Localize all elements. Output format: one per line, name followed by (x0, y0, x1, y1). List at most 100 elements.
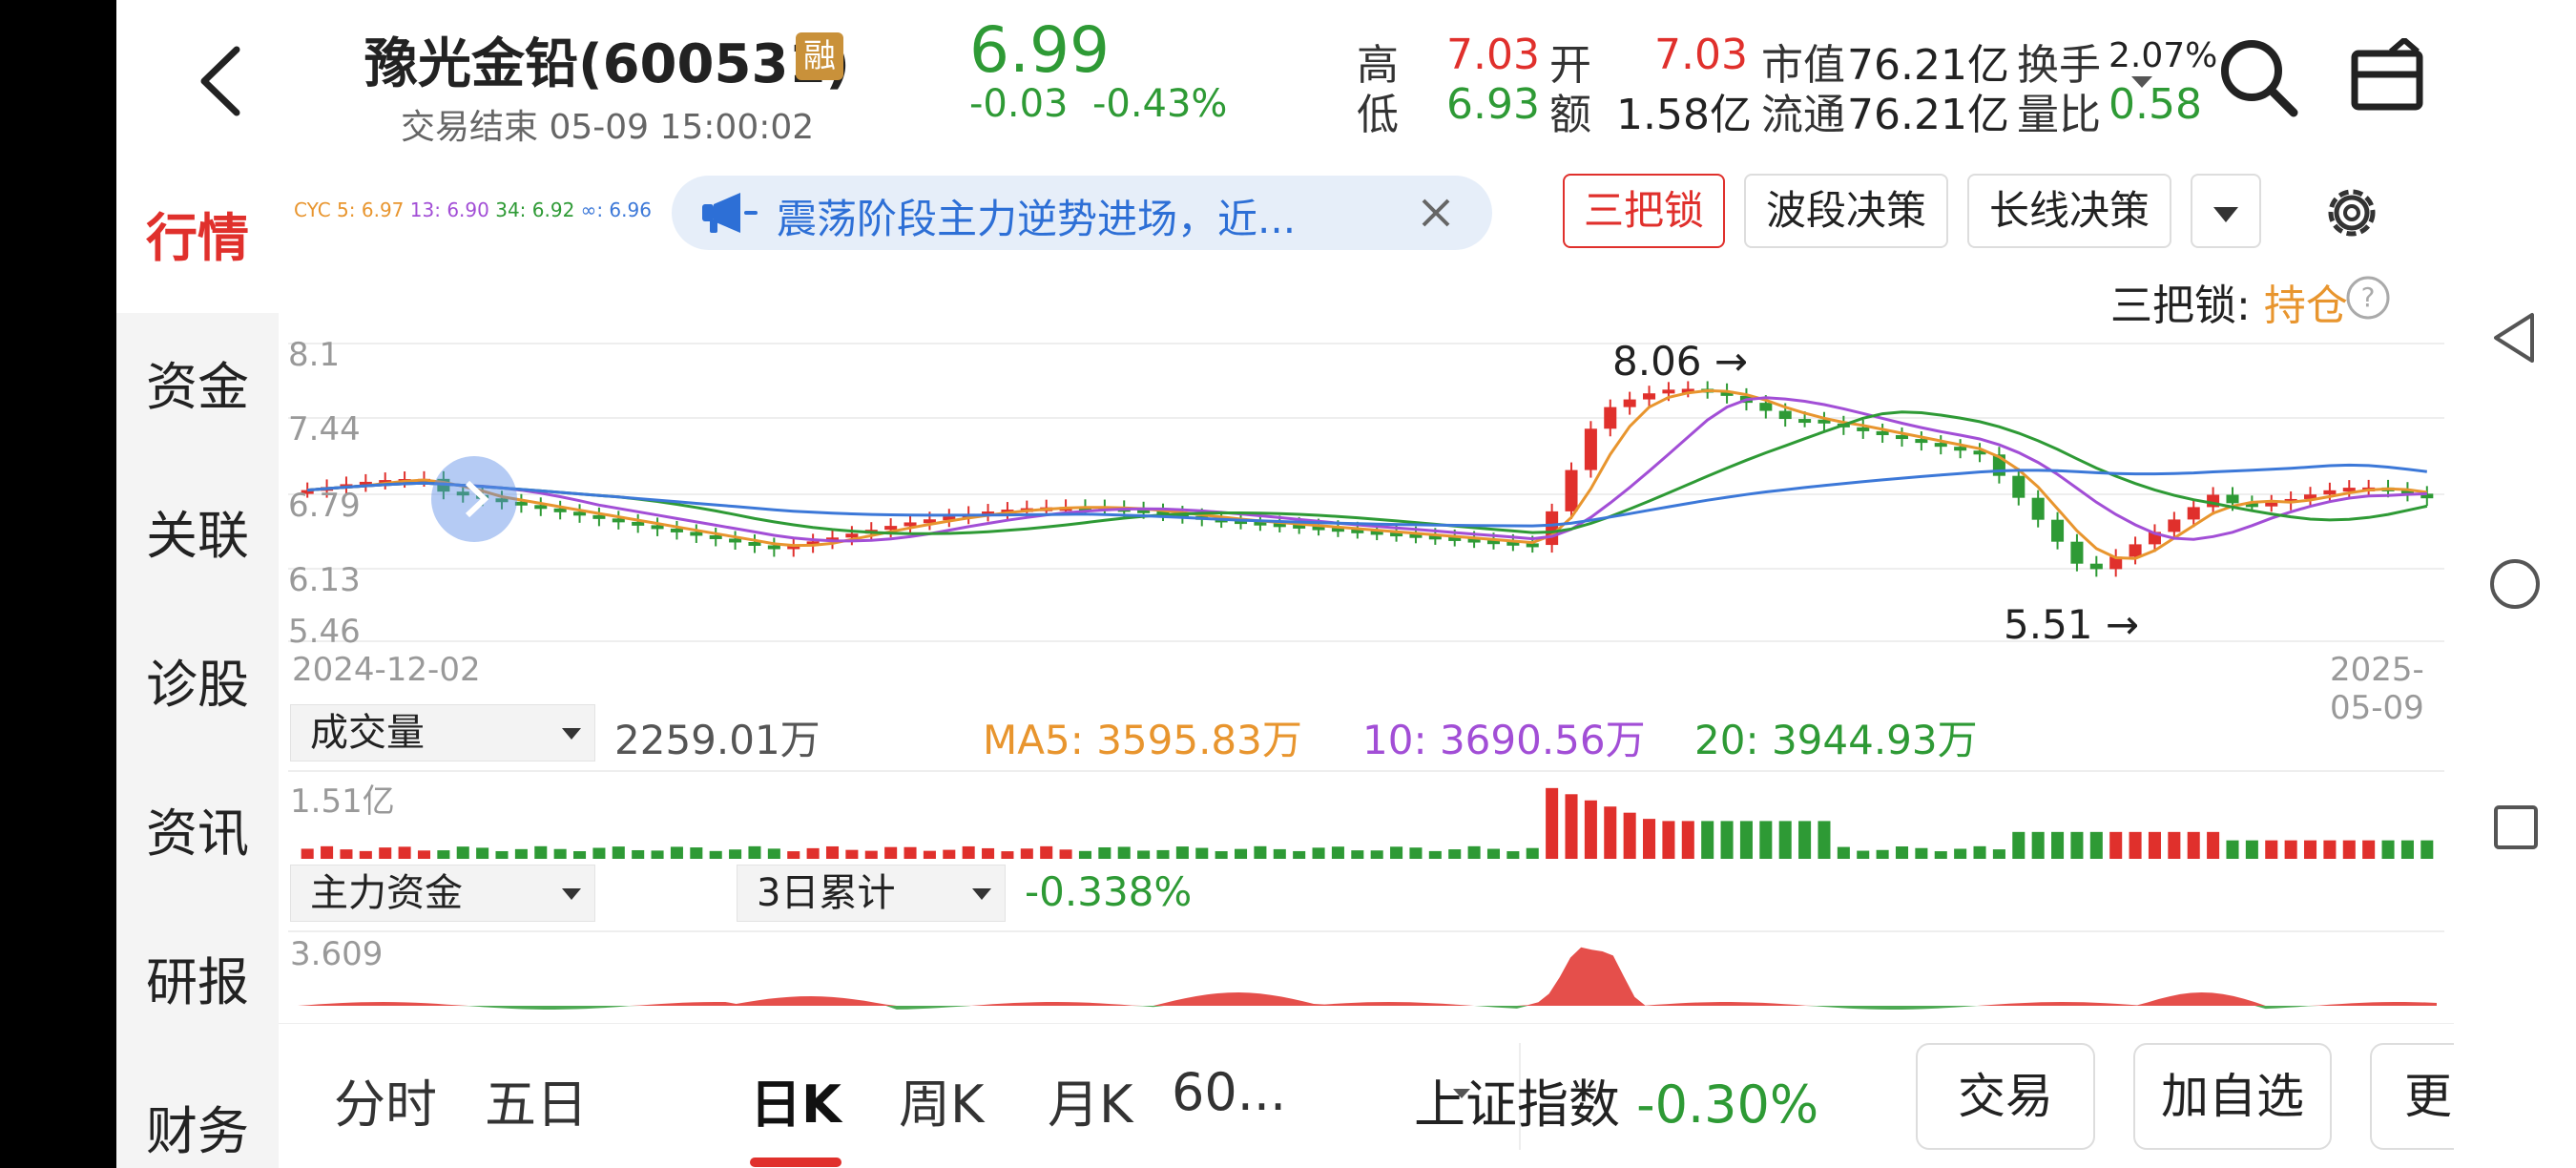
capital-period-selector[interactable]: 3日累计 (737, 865, 1006, 922)
three-locks-button[interactable]: 三把锁 (1563, 174, 1725, 248)
volume-bar (321, 845, 334, 859)
volume-ma20: 20: 3944.93万 (1694, 717, 1978, 763)
low-value: 6.93 (1446, 80, 1540, 129)
candle-body (690, 532, 703, 536)
volume-ma5: MA5: 3595.83万 (983, 717, 1302, 763)
ma-cyc13: 13: 6.90 (409, 198, 489, 221)
search-icon[interactable] (2215, 34, 2301, 120)
chevron-down-icon[interactable] (1452, 1087, 1471, 1100)
ma-cyc13-line (307, 396, 2427, 543)
candle-body (456, 491, 469, 496)
volume-bar (2400, 840, 2414, 859)
volume-bar (2226, 840, 2239, 859)
candle-body (806, 541, 820, 546)
more-button[interactable]: 更多 (2370, 1043, 2454, 1150)
megaphone-icon (702, 193, 758, 233)
notice-banner[interactable]: 震荡阶段主力逆势进场，近... (672, 176, 1492, 250)
volume-bar (1312, 847, 1325, 859)
help-icon[interactable]: ? (2345, 275, 2391, 321)
volume-ma10: 10: 3690.56万 (1362, 717, 1646, 763)
candle-body (1798, 419, 1812, 424)
volume-bar (1973, 845, 1986, 859)
candle-body (2187, 507, 2200, 520)
nav-home-icon[interactable] (2488, 557, 2542, 611)
sidebar-item-related[interactable]: 关联 (146, 506, 249, 566)
kline-chart[interactable] (279, 164, 2454, 1023)
ma-legend: CYC 5: 6.97 13: 6.90 34: 6.92 ∞: 6.96 (294, 198, 652, 221)
back-icon[interactable] (183, 38, 260, 124)
index-name-label: 上证指数 (1414, 1074, 1620, 1135)
tab-five-day[interactable]: 五日 (485, 1074, 588, 1135)
sidebar-item-diagnosis[interactable]: 诊股 (146, 655, 249, 715)
candle-body (1467, 538, 1481, 543)
mktcap-value: 76.21亿 (1847, 41, 2009, 90)
candle-body (2323, 490, 2337, 495)
chevron-down-icon (972, 888, 991, 900)
tab-daily-k[interactable]: 日K (750, 1074, 841, 1135)
candle-body (748, 541, 761, 546)
amount-label: 额 (1549, 91, 1591, 139)
low-marker: 5.51 → (2004, 601, 2140, 648)
crosshair-toggle[interactable] (431, 456, 517, 542)
nav-recents-icon[interactable] (2492, 803, 2540, 851)
x-end-date: 2025-05-09 (2330, 651, 2424, 727)
tab-60min[interactable]: 60... (1172, 1062, 1287, 1122)
high-marker: 8.06 → (1612, 338, 1749, 385)
volume-bar (1759, 821, 1773, 859)
candle-body (923, 519, 936, 524)
candle-body (2303, 494, 2317, 499)
sidebar-item-capital[interactable]: 资金 (146, 357, 249, 417)
nav-back-icon[interactable] (2490, 309, 2538, 366)
close-icon[interactable] (1416, 193, 1456, 233)
quotes-expand-icon[interactable] (2129, 73, 2154, 92)
tab-monthly-k[interactable]: 月K (1048, 1074, 1133, 1135)
long-term-decision-button[interactable]: 长线决策 (1967, 174, 2171, 248)
high-label: 高 (1357, 41, 1399, 90)
price-change: -0.03 -0.43% (969, 82, 1227, 126)
share-icon[interactable] (2349, 38, 2425, 115)
volume-selector-label: 成交量 (310, 711, 425, 755)
tab-weekly-k[interactable]: 周K (899, 1074, 985, 1135)
capital-selector[interactable]: 主力资金 (290, 865, 595, 922)
candle-body (2400, 490, 2414, 494)
volume-bar (1681, 821, 1694, 859)
volume-bar (1020, 848, 1033, 859)
candle-body (1293, 524, 1306, 529)
volume-bar (1234, 848, 1248, 859)
sidebar-item-research[interactable]: 研报 (146, 952, 249, 1012)
lock-status-label: 三把锁: (2110, 282, 2251, 330)
x-start-date: 2024-12-02 (292, 651, 481, 689)
candle-body (1662, 389, 1675, 394)
add-watchlist-button[interactable]: 加自选 (2133, 1043, 2332, 1150)
volume-bar (573, 851, 587, 859)
more-indicators-dropdown[interactable] (2191, 174, 2261, 248)
y-tick-2: 6.79 (288, 487, 361, 525)
index-name[interactable]: 上证指数 -0.30% (1414, 1062, 1818, 1137)
tab-intraday[interactable]: 分时 (334, 1074, 437, 1135)
bottom-bar: 分时 五日 日K 周K 月K 60... 上证指数 -0.30% 交易 加自选 … (279, 1023, 2454, 1168)
current-price: 6.99 (969, 13, 1110, 87)
volume-bar (1448, 849, 1462, 859)
candle-body (1409, 533, 1423, 538)
candle-body (1526, 543, 1539, 548)
volume-bar (379, 847, 392, 859)
candle-body (1448, 536, 1462, 541)
candle-body (1584, 428, 1597, 470)
volume-bar (1876, 849, 1889, 859)
trade-button[interactable]: 交易 (1916, 1043, 2095, 1150)
volume-selector[interactable]: 成交量 (290, 704, 595, 761)
candle-body (884, 526, 898, 531)
band-decision-button[interactable]: 波段决策 (1744, 174, 1948, 248)
float-label: 流通 (1761, 91, 1845, 139)
volume-max-label: 1.51亿 (290, 782, 395, 821)
candle-body (2070, 541, 2084, 564)
sidebar-item-finance[interactable]: 财务 (146, 1101, 249, 1161)
candle-body (1681, 388, 1694, 393)
gear-icon[interactable] (2320, 181, 2383, 244)
sidebar-item-quotes[interactable]: 行情 (116, 164, 279, 313)
sidebar-item-news[interactable]: 资讯 (146, 803, 249, 864)
candle-body (514, 501, 528, 506)
volume-bar (2168, 831, 2181, 859)
volume-bar (1798, 821, 1812, 859)
volume-bar (943, 849, 956, 859)
